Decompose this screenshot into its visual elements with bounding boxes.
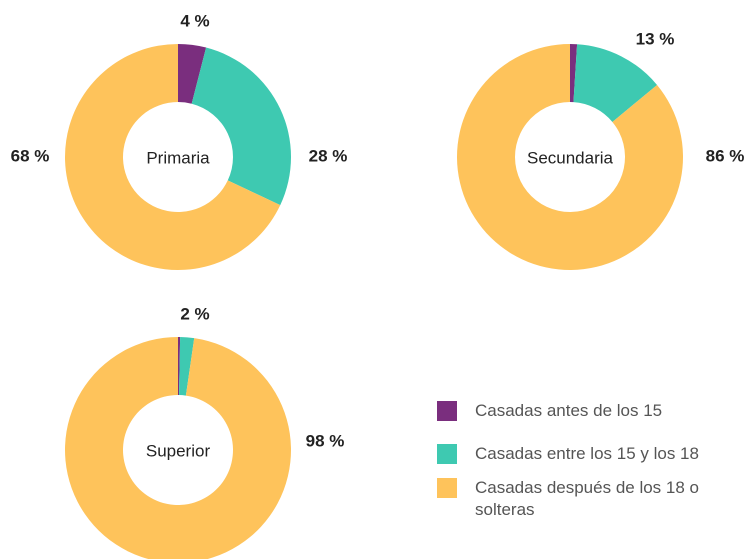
- donut-slice: [573, 44, 658, 122]
- data-label: 28 %: [309, 146, 348, 165]
- donut-title: Primaria: [146, 148, 210, 167]
- legend-swatch: [437, 478, 457, 498]
- donut-title: Secundaria: [527, 148, 614, 167]
- legend-label: Casadas antes de los 15: [475, 401, 663, 420]
- legend-label: Casadas entre los 15 y los 18: [475, 444, 699, 463]
- data-label: 98 %: [306, 431, 345, 450]
- donut-slice: [570, 44, 578, 103]
- legend-label: Casadas después de los 18 o solteras: [475, 478, 699, 519]
- data-label: 86 %: [706, 146, 745, 165]
- legend-item: Casadas entre los 15 y los 18: [437, 443, 751, 465]
- donut-slice: [191, 47, 291, 206]
- data-label: 4 %: [180, 11, 209, 30]
- donut-slice: [178, 44, 207, 104]
- data-label: 13 %: [636, 29, 675, 48]
- donut-slice: [64, 43, 281, 270]
- donut-slice: [457, 43, 683, 270]
- legend-item: Casadas después de los 18 o solteras: [437, 477, 715, 521]
- data-label: 2 %: [180, 304, 209, 323]
- donut-slice: [178, 337, 181, 396]
- donut-slice: [65, 337, 291, 559]
- donut-title: Superior: [146, 441, 211, 460]
- legend-swatch: [437, 401, 457, 421]
- data-label: 68 %: [11, 146, 50, 165]
- legend-swatch: [437, 444, 457, 464]
- donut-slice: [179, 337, 195, 396]
- legend-item: Casadas antes de los 15: [437, 400, 735, 422]
